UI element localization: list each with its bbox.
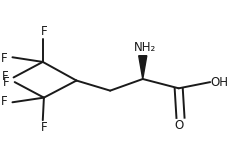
Text: F: F <box>2 70 8 83</box>
Text: F: F <box>40 121 47 134</box>
Text: NH₂: NH₂ <box>133 41 156 55</box>
Polygon shape <box>139 56 147 79</box>
Text: F: F <box>3 76 10 89</box>
Text: OH: OH <box>211 76 229 89</box>
Text: F: F <box>1 95 7 108</box>
Text: O: O <box>175 119 184 132</box>
Text: F: F <box>1 52 7 65</box>
Text: F: F <box>40 25 47 38</box>
